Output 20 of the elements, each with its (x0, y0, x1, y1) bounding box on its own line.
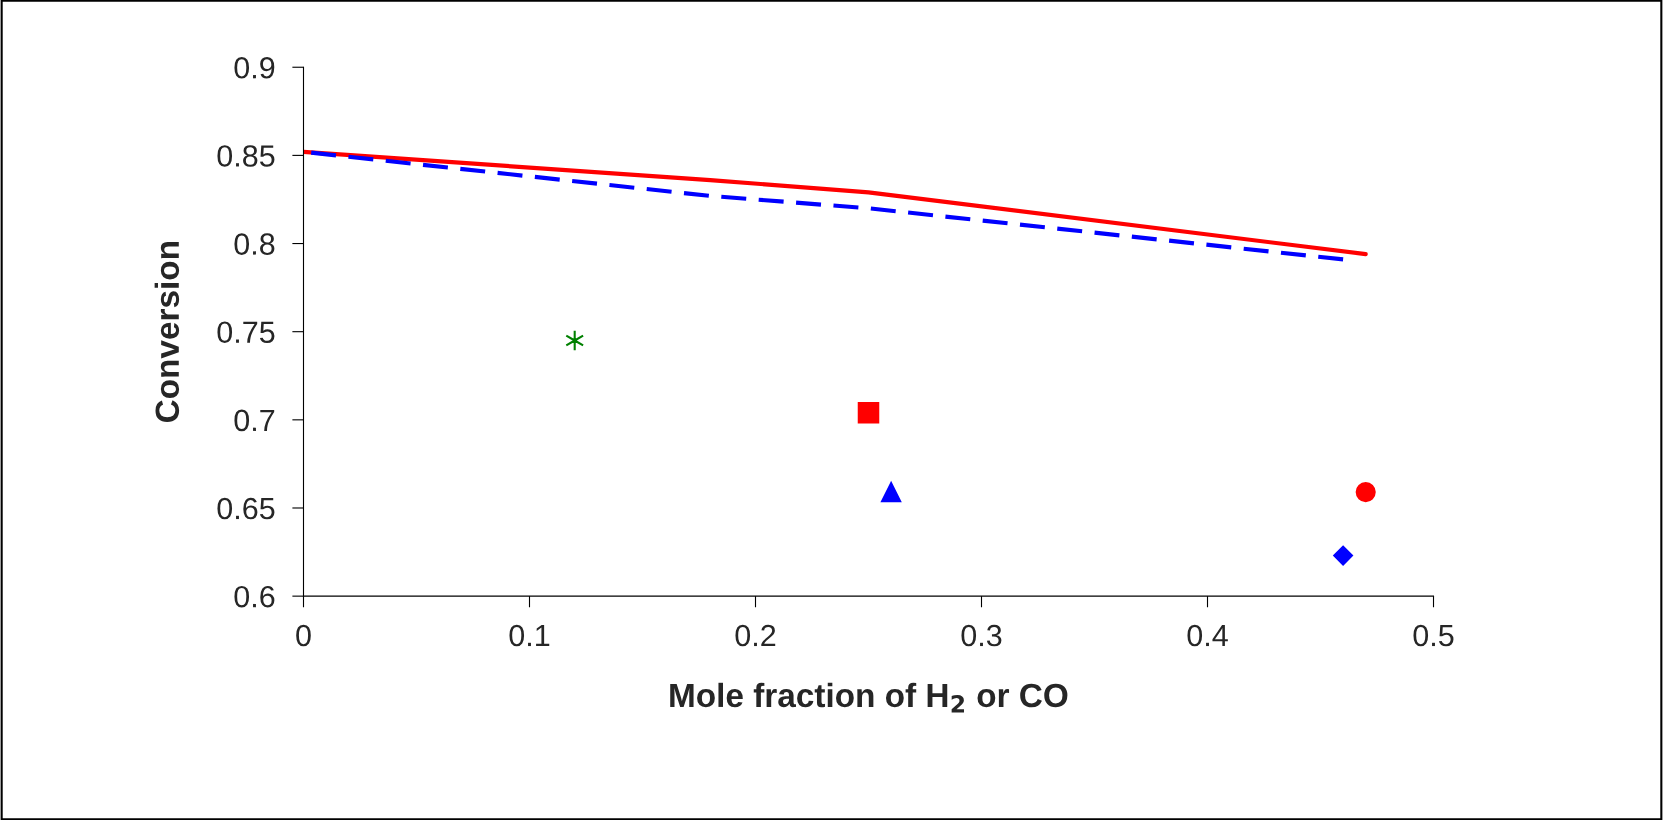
x-tick-label: 0 (296, 624, 311, 647)
point (1355, 482, 1376, 503)
y-tick-label: 0.85 (217, 145, 275, 167)
x-tick-label: 0.1 (509, 624, 550, 647)
x-tick-label: 0.3 (961, 624, 1002, 647)
x-tick-label: 0.5 (1413, 624, 1454, 647)
y-axis-title: Conversion (154, 242, 180, 422)
point (881, 482, 902, 503)
point (1333, 545, 1353, 566)
x-axis-title: Mole fraction of H$_{2}$ or CO (670, 682, 1068, 713)
y-tick-label: 0.7 (234, 409, 275, 432)
x-tick-label: 0.4 (1187, 624, 1228, 647)
y-tick-label: 0.6 (234, 585, 275, 608)
y-tick-label: 0.9 (234, 56, 275, 79)
y-tick-label: 0.75 (217, 321, 275, 344)
x-tick-label: 0.2 (735, 624, 776, 647)
y-tick-label: 0.8 (234, 233, 275, 255)
point (857, 402, 880, 424)
y-tick-label: 0.65 (217, 497, 275, 520)
point (565, 329, 585, 352)
